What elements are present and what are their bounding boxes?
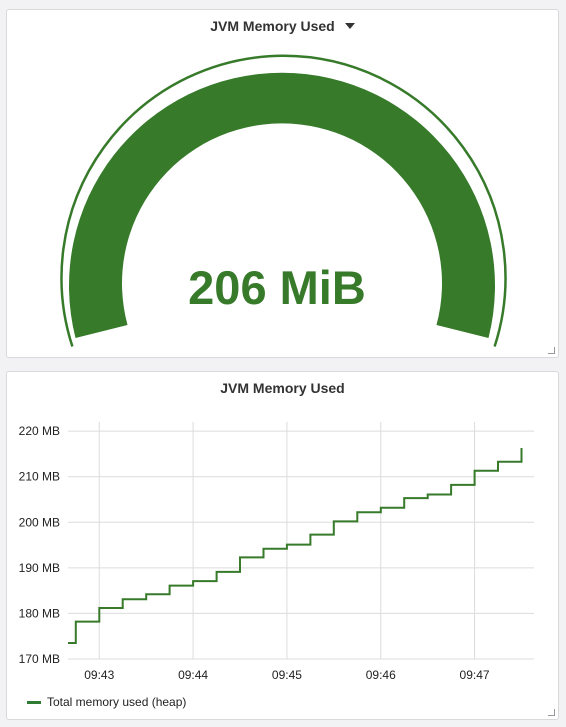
graph-panel-title[interactable]: JVM Memory Used bbox=[220, 380, 345, 396]
graph-panel: JVM Memory Used 170 MB 180 MB 190 MB 200 MB… bbox=[6, 371, 559, 720]
x-tick-label: 09:43 bbox=[84, 668, 114, 682]
y-tick-label: 200 MB bbox=[19, 515, 60, 529]
gauge-panel: JVM Memory Used 206 MiB bbox=[6, 9, 559, 358]
resize-handle-icon[interactable] bbox=[548, 347, 555, 354]
y-tick-label: 220 MB bbox=[19, 424, 60, 438]
gauge-panel-title-text[interactable]: JVM Memory Used bbox=[210, 18, 335, 34]
grid bbox=[68, 422, 534, 660]
x-tick-label: 09:47 bbox=[460, 668, 490, 682]
y-tick-label: 180 MB bbox=[19, 606, 60, 620]
dropdown-caret-icon[interactable] bbox=[344, 23, 355, 29]
y-tick-label: 170 MB bbox=[19, 652, 60, 666]
legend-swatch bbox=[27, 700, 41, 704]
legend[interactable]: Total memory used (heap) bbox=[27, 695, 186, 709]
gauge-svg: 206 MiB bbox=[60, 54, 507, 347]
x-tick-label: 09:44 bbox=[178, 668, 208, 682]
resize-handle-icon[interactable] bbox=[548, 709, 555, 716]
series-line bbox=[68, 448, 523, 644]
legend-label[interactable]: Total memory used (heap) bbox=[47, 695, 187, 709]
gauge-panel-title[interactable]: JVM Memory Used bbox=[7, 18, 558, 34]
x-tick-label: 09:46 bbox=[366, 668, 396, 682]
line-chart: 170 MB 180 MB 190 MB 200 MB 210 MB 220 MB 09:4… bbox=[19, 422, 534, 682]
gauge-value: 206 MiB bbox=[188, 261, 366, 314]
series bbox=[68, 448, 523, 644]
gauge-threshold-ring bbox=[60, 54, 507, 347]
y-tick-label: 210 MB bbox=[19, 470, 60, 484]
gauge-arc bbox=[68, 72, 495, 338]
axes: 170 MB 180 MB 190 MB 200 MB 210 MB 220 MB 09:4… bbox=[19, 424, 490, 682]
y-tick-label: 190 MB bbox=[19, 561, 60, 575]
x-tick-label: 09:45 bbox=[272, 668, 302, 682]
